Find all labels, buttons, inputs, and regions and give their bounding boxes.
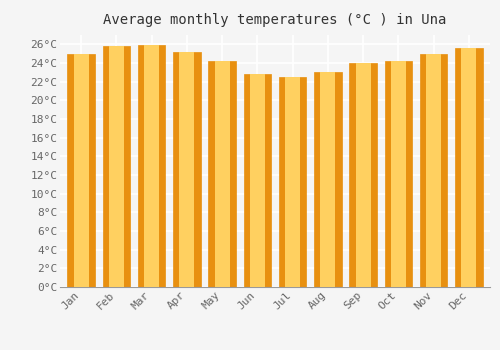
- Bar: [350, 63, 377, 287]
- Bar: [74, 54, 88, 287]
- Bar: [279, 77, 306, 287]
- Bar: [144, 45, 159, 287]
- Bar: [102, 46, 130, 287]
- Bar: [250, 74, 265, 287]
- Bar: [356, 63, 370, 287]
- Bar: [173, 52, 201, 287]
- Bar: [285, 77, 300, 287]
- Bar: [214, 61, 230, 287]
- Bar: [391, 61, 406, 287]
- Bar: [244, 74, 271, 287]
- Bar: [68, 54, 95, 287]
- Bar: [138, 45, 166, 287]
- Bar: [109, 46, 124, 287]
- Bar: [455, 48, 482, 287]
- Bar: [426, 54, 441, 287]
- Title: Average monthly temperatures (°C ) in Una: Average monthly temperatures (°C ) in Un…: [104, 13, 446, 27]
- Bar: [384, 61, 412, 287]
- Bar: [314, 72, 342, 287]
- Bar: [420, 54, 448, 287]
- Bar: [462, 48, 476, 287]
- Bar: [320, 72, 336, 287]
- Bar: [208, 61, 236, 287]
- Bar: [180, 52, 194, 287]
